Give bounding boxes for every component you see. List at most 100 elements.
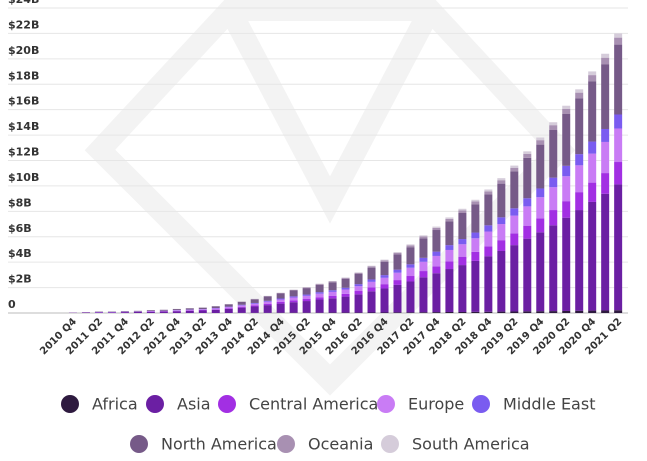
bar-segment xyxy=(523,225,532,239)
bar-segment xyxy=(276,303,285,313)
bar-segment xyxy=(601,310,610,313)
bar-segment xyxy=(575,165,584,193)
y-tick-label: $24B xyxy=(8,0,39,6)
bar-segment xyxy=(575,310,584,313)
bar-segment xyxy=(393,252,402,255)
bar-segment xyxy=(146,310,155,311)
y-tick-label: $18B xyxy=(8,69,39,82)
legend-label: North America xyxy=(161,435,277,454)
bar-segment xyxy=(380,277,389,285)
bar-segment xyxy=(224,307,233,309)
y-tick-label: $6B xyxy=(8,222,32,235)
bar-segment xyxy=(614,44,623,115)
bar-segment xyxy=(328,290,337,292)
legend-label: Europe xyxy=(408,395,464,414)
bar-segment xyxy=(471,201,480,205)
bar-segment xyxy=(237,305,246,307)
bar-segment xyxy=(406,267,415,277)
bar-segment xyxy=(289,297,298,301)
bar-segment xyxy=(536,232,545,312)
bar-segment xyxy=(549,225,558,312)
bar-segment xyxy=(497,178,506,181)
bar-segment xyxy=(237,301,246,305)
bar-segment xyxy=(393,312,402,313)
bar-segment xyxy=(497,183,506,218)
bar-segment xyxy=(588,153,597,183)
bar-segment xyxy=(445,261,454,270)
bar-segment xyxy=(380,288,389,313)
bar-segment xyxy=(315,297,324,300)
bar-segment xyxy=(588,141,597,154)
bar-segment xyxy=(120,311,129,312)
bar-segment xyxy=(406,247,415,265)
bar-segment xyxy=(458,212,467,240)
bar-segment xyxy=(159,309,168,311)
bar-segment xyxy=(367,265,376,267)
bar-segment xyxy=(419,235,428,237)
bar-segment xyxy=(419,271,428,278)
bar-segment xyxy=(224,304,233,307)
bar-segment xyxy=(432,255,441,267)
bar-segment xyxy=(94,312,103,313)
bar-segment xyxy=(302,299,311,302)
bar-segment xyxy=(601,173,610,194)
bar-segment xyxy=(302,287,311,289)
y-tick-label: $2B xyxy=(8,273,32,286)
bar-segment xyxy=(536,218,545,233)
bar-segment xyxy=(198,309,207,311)
legend-swatch xyxy=(377,395,395,413)
bar-segment xyxy=(497,224,506,241)
bar-segment xyxy=(198,309,207,310)
bar-segment xyxy=(536,188,545,198)
bar-segment xyxy=(237,307,246,313)
bar-segment xyxy=(367,291,376,313)
bar-segment xyxy=(328,280,337,282)
bar-segment xyxy=(445,249,454,262)
bar-segment xyxy=(380,261,389,276)
bar-segment xyxy=(198,307,207,310)
bar-segment xyxy=(601,141,610,174)
bar-segment xyxy=(614,114,623,129)
bar-segment xyxy=(276,293,285,299)
bar-segment xyxy=(536,137,545,141)
bar-segment xyxy=(315,284,324,285)
bar-segment xyxy=(211,309,220,313)
bar-segment xyxy=(341,277,350,279)
bar-segment xyxy=(380,260,389,262)
bar-segment xyxy=(614,33,623,38)
bar-segment xyxy=(406,281,415,313)
bar-segment xyxy=(458,244,467,257)
bar-segment xyxy=(263,300,272,302)
bar-segment xyxy=(484,246,493,257)
bar-segment xyxy=(172,311,181,313)
bar-segment xyxy=(497,311,506,313)
bar-segment xyxy=(289,302,298,313)
bar-segment xyxy=(445,269,454,312)
y-tick-label: 0 xyxy=(8,298,16,311)
bar-segment xyxy=(354,294,363,313)
legend-swatch xyxy=(61,395,79,413)
bar-segment xyxy=(367,312,376,313)
bar-segment xyxy=(289,290,298,297)
bar-segment xyxy=(328,291,337,296)
bar-segment xyxy=(562,310,571,313)
bar-segment xyxy=(484,189,493,192)
bar-segment xyxy=(367,267,376,280)
bar-segment xyxy=(250,306,259,313)
bar-segment xyxy=(432,226,441,228)
y-tick-label: $8B xyxy=(8,196,32,209)
bar-segment xyxy=(393,252,402,253)
bar-segment xyxy=(289,296,298,298)
bar-segment xyxy=(263,305,272,313)
bar-segment xyxy=(614,162,623,185)
bar-segment xyxy=(224,306,233,308)
bar-segment xyxy=(549,210,558,226)
bar-segment xyxy=(354,286,363,292)
bar-segment xyxy=(471,232,480,239)
bar-segment xyxy=(328,295,337,299)
bar-segment xyxy=(471,311,480,313)
bar-segment xyxy=(562,217,571,311)
bar-segment xyxy=(367,287,376,292)
bar-segment xyxy=(484,231,493,247)
bar-segment xyxy=(354,284,363,287)
